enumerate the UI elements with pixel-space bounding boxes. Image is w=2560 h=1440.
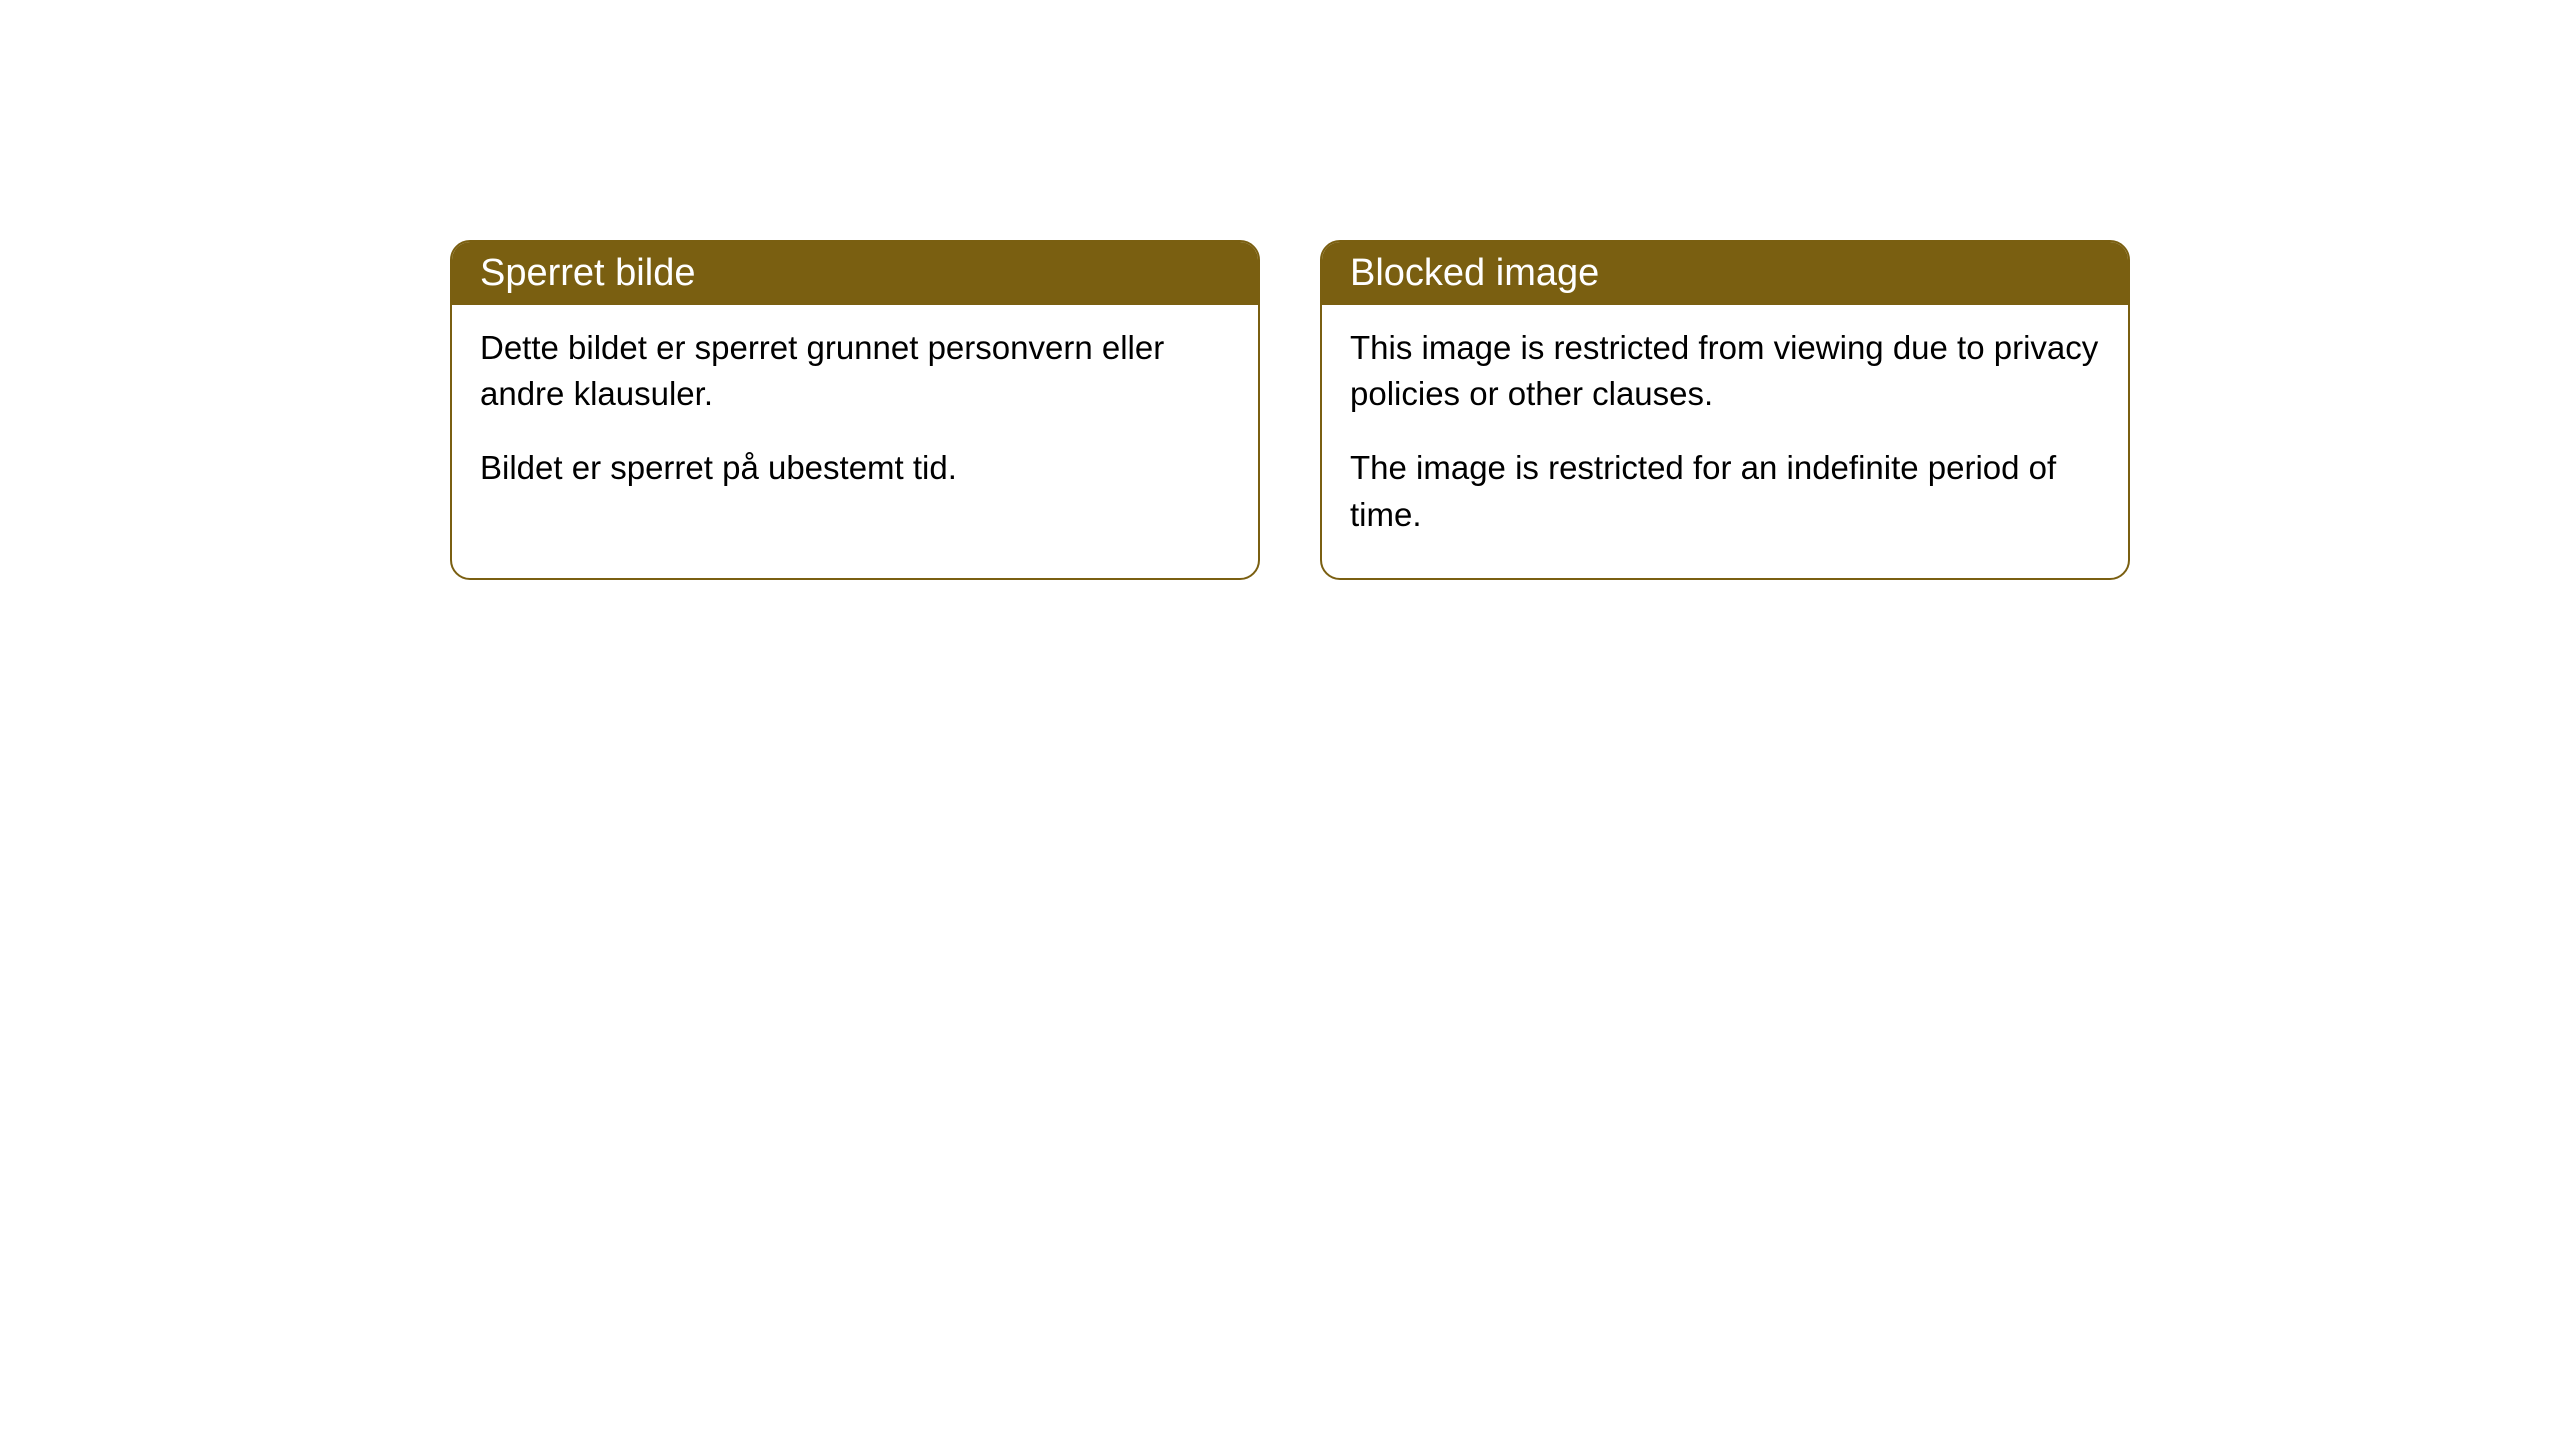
notice-title-norwegian: Sperret bilde <box>480 252 695 294</box>
notice-header-english: Blocked image <box>1322 242 2128 305</box>
notice-paragraph-1-english: This image is restricted from viewing du… <box>1350 325 2100 417</box>
notice-header-norwegian: Sperret bilde <box>452 242 1258 305</box>
notice-paragraph-1-norwegian: Dette bildet er sperret grunnet personve… <box>480 325 1230 417</box>
notice-title-english: Blocked image <box>1350 252 1599 294</box>
notice-paragraph-2-norwegian: Bildet er sperret på ubestemt tid. <box>480 445 1230 491</box>
notice-container: Sperret bilde Dette bildet er sperret gr… <box>0 0 2560 580</box>
notice-body-norwegian: Dette bildet er sperret grunnet personve… <box>452 305 1258 532</box>
notice-card-english: Blocked image This image is restricted f… <box>1320 240 2130 580</box>
notice-paragraph-2-english: The image is restricted for an indefinit… <box>1350 445 2100 537</box>
notice-card-norwegian: Sperret bilde Dette bildet er sperret gr… <box>450 240 1260 580</box>
notice-body-english: This image is restricted from viewing du… <box>1322 305 2128 578</box>
